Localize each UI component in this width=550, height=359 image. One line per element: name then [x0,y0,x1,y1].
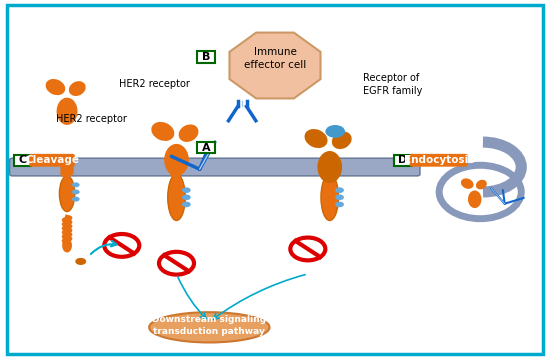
Ellipse shape [461,178,474,189]
Ellipse shape [46,79,65,95]
FancyBboxPatch shape [14,155,31,166]
Ellipse shape [317,151,342,183]
Circle shape [72,182,80,187]
Ellipse shape [332,131,351,149]
Polygon shape [229,33,321,98]
Text: Cleavage: Cleavage [25,155,79,165]
Ellipse shape [57,98,78,125]
Text: B: B [202,52,210,62]
Ellipse shape [69,81,86,96]
Circle shape [72,197,80,202]
Ellipse shape [168,174,185,220]
Text: A: A [202,143,210,153]
Ellipse shape [321,174,338,220]
FancyBboxPatch shape [9,158,420,176]
Text: Downstream signaling
transduction pathway: Downstream signaling transduction pathwa… [152,315,266,336]
Ellipse shape [476,180,487,190]
Circle shape [182,202,191,207]
Circle shape [182,187,191,193]
Circle shape [72,190,80,195]
Text: HER2 receptor: HER2 receptor [119,79,190,89]
Circle shape [335,195,344,200]
Ellipse shape [305,129,328,148]
FancyBboxPatch shape [197,51,215,63]
Ellipse shape [164,144,189,176]
Ellipse shape [179,125,199,142]
FancyBboxPatch shape [394,155,412,166]
Circle shape [326,125,345,138]
Text: Receptor of
EGFR family: Receptor of EGFR family [362,73,422,96]
Circle shape [75,258,86,265]
Ellipse shape [468,191,481,208]
FancyBboxPatch shape [197,142,215,154]
Text: C: C [19,155,27,165]
Circle shape [335,187,344,193]
FancyBboxPatch shape [29,154,75,167]
Ellipse shape [151,122,174,141]
Text: D: D [398,155,408,165]
Circle shape [335,202,344,207]
FancyBboxPatch shape [410,154,468,167]
Circle shape [182,195,191,200]
Text: HER2 receptor: HER2 receptor [56,114,127,124]
Ellipse shape [59,176,75,211]
Text: Endocytosis: Endocytosis [404,155,474,165]
Ellipse shape [62,238,72,252]
Ellipse shape [149,312,270,342]
Text: Immune
effector cell: Immune effector cell [244,47,306,70]
